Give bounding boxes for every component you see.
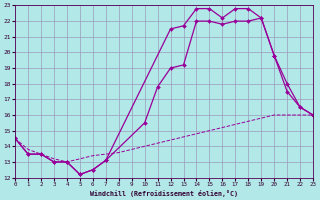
- X-axis label: Windchill (Refroidissement éolien,°C): Windchill (Refroidissement éolien,°C): [90, 190, 238, 197]
